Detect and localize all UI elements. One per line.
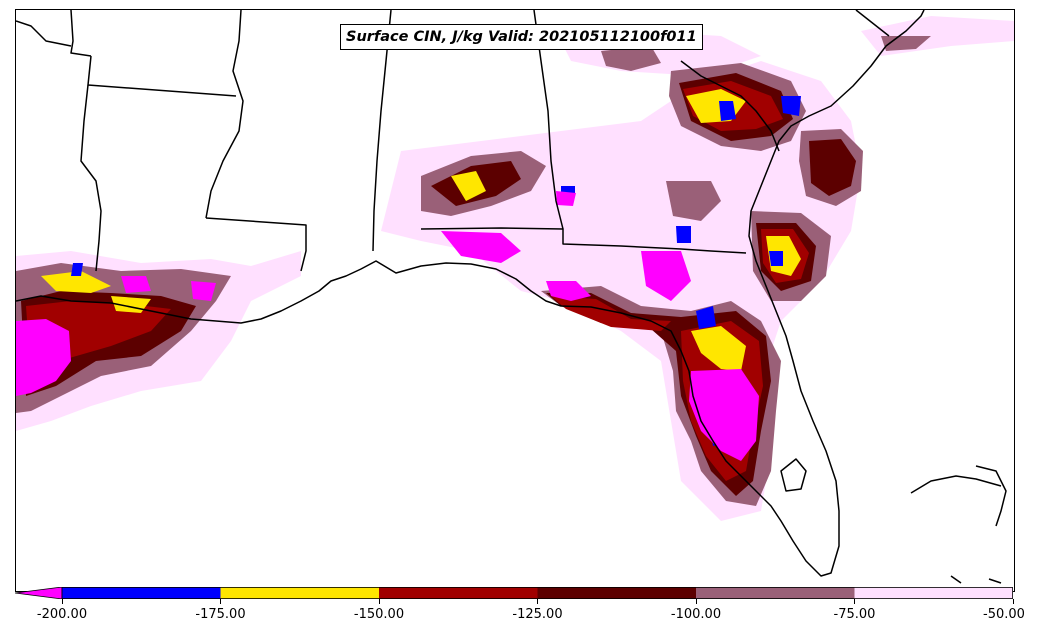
map-panel: Surface CIN, J/kg Valid: 202105112100f01… bbox=[15, 9, 1015, 592]
colorbar-tick bbox=[695, 599, 697, 604]
colorbar-extension bbox=[15, 587, 63, 599]
colorbar-tick bbox=[220, 599, 221, 604]
colorbar-tick-label: -100.00 bbox=[670, 607, 722, 622]
cin-field-light bbox=[16, 16, 1014, 521]
colorbar-tick-label: -125.00 bbox=[512, 607, 563, 622]
colorbar-bin bbox=[62, 587, 221, 599]
colorbar-tick bbox=[854, 599, 855, 604]
boundaries bbox=[16, 10, 1007, 584]
colorbar-tick-label: -200.00 bbox=[36, 607, 88, 622]
colorbar-bin bbox=[379, 587, 538, 599]
cin-map bbox=[16, 10, 1014, 584]
colorbar-tick bbox=[61, 599, 63, 604]
colorbar-tick bbox=[378, 599, 380, 604]
colorbar-bin bbox=[696, 587, 855, 599]
colorbar-bin bbox=[537, 587, 696, 599]
colorbar-border bbox=[61, 587, 1013, 599]
cin-field-magenta bbox=[16, 191, 759, 461]
colorbar-tick bbox=[1012, 599, 1014, 604]
map-title: Surface CIN, J/kg Valid: 202105112100f01… bbox=[340, 24, 703, 50]
colorbar bbox=[15, 587, 1013, 599]
colorbar-bin bbox=[854, 587, 1013, 599]
colorbar-tick-label: -150.00 bbox=[353, 607, 405, 622]
colorbar-tick-label: -75.00 bbox=[833, 607, 876, 622]
colorbar-tick-label: -175.00 bbox=[195, 607, 246, 622]
colorbar-tick bbox=[537, 599, 538, 604]
colorbar-bin bbox=[220, 587, 379, 599]
colorbar-tick-label: -50.00 bbox=[983, 607, 1025, 622]
